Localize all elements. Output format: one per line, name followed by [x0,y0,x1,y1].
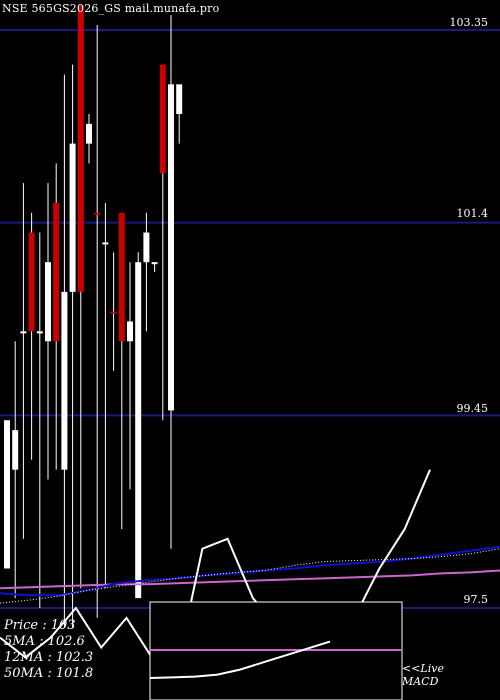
price-stat: Price : 103 [4,618,76,633]
candle-body [86,123,92,144]
candle-body [77,5,84,292]
candle-body [94,212,101,215]
candle-body [118,212,125,342]
chart-title: NSE 565GS2026_GS mail.munafa.pro [2,2,220,15]
y-tick-label: 103.35 [449,16,489,29]
candle-body [176,84,183,114]
stats-panel: Price : 103 5MA : 102.6 12MA : 102.3 50M… [4,618,93,682]
candle-body [12,430,19,470]
candle-body [4,420,10,569]
macd-panel [149,601,403,700]
candle-body [135,262,142,599]
candle-body [127,321,133,342]
ma-dotted-line [0,548,500,604]
y-tick-label: 101.4 [456,207,489,220]
macd-live-link[interactable]: <<Live [402,662,444,675]
y-tick-label: 97.5 [463,593,489,606]
candle-body [69,143,76,292]
candle-body [159,64,166,174]
macd-title: MACD [402,675,439,688]
y-tick-label: 99.45 [456,402,489,415]
ma-magenta-line [0,569,500,590]
ma12-stat: 12MA : 102.3 [4,650,94,665]
candle-body [20,331,27,334]
candle-body [28,232,35,332]
candle-body [102,242,109,245]
candle-body [110,311,117,314]
candle-body [168,84,174,411]
candle-body [45,262,51,342]
macd-label: <<Live MACD [402,662,444,688]
macd-line [149,640,331,679]
candle-body [143,232,150,263]
candle-body [36,331,43,334]
candlesticks [4,5,183,628]
ma5-stat: 5MA : 102.6 [4,634,85,649]
candle-body [53,202,60,342]
ma50-stat: 50MA : 101.8 [4,666,94,681]
candle-body [151,262,158,265]
candle-body [61,291,68,470]
